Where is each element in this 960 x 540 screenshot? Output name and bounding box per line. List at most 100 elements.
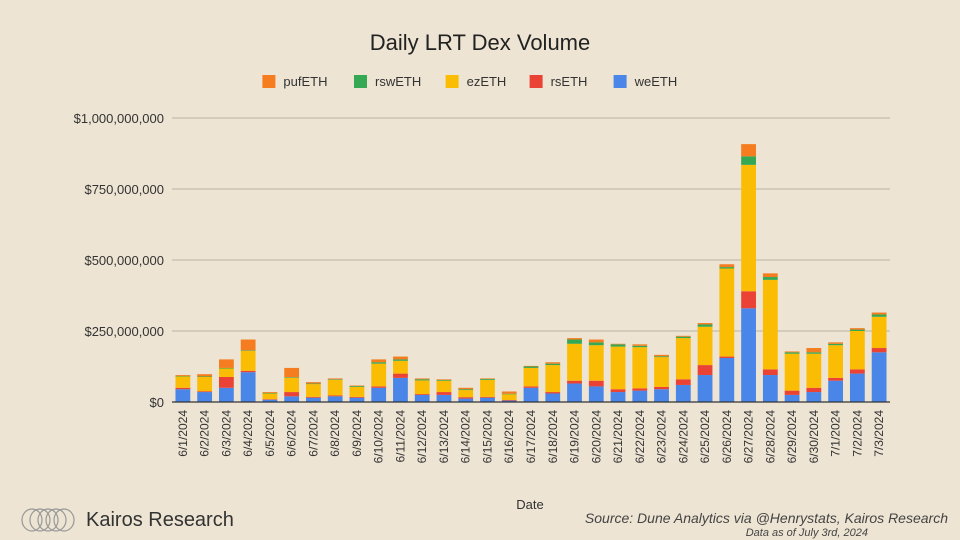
- bar-segment-rswETH: [393, 359, 408, 361]
- bar-segment-ezETH: [828, 345, 844, 378]
- bars: [175, 144, 887, 402]
- bar-segment-rswETH: [262, 392, 278, 394]
- bar-segment-rsETH: [849, 369, 865, 374]
- x-tick-label: 6/23/2024: [655, 410, 669, 464]
- bar-segment-rsETH: [414, 394, 430, 395]
- legend-label: weETH: [634, 74, 678, 89]
- bar-segment-rswETH: [762, 277, 778, 280]
- bar-segment-pufETH: [414, 378, 430, 380]
- bar-segment-weETH: [675, 384, 691, 402]
- bar-segment-weETH: [567, 383, 582, 402]
- bar-segment-rsETH: [240, 370, 256, 373]
- bar-segment-rswETH: [828, 343, 844, 346]
- x-tick-label: 6/17/2024: [524, 410, 538, 464]
- bar-segment-rsETH: [501, 400, 517, 401]
- bar-segment-pufETH: [349, 385, 365, 387]
- bar-segment-pufETH: [458, 387, 474, 390]
- x-tick-label: 6/28/2024: [763, 410, 777, 464]
- bar-segment-weETH: [784, 394, 800, 402]
- bar-segment-weETH: [654, 389, 669, 402]
- x-tick-label: 6/27/2024: [742, 410, 756, 464]
- x-tick-label: 6/24/2024: [676, 410, 690, 464]
- bar-segment-ezETH: [480, 379, 495, 397]
- bar-segment-pufETH: [849, 328, 865, 330]
- bar-segment-rsETH: [610, 389, 626, 393]
- bar-segment-rsETH: [480, 396, 495, 398]
- bar-segment-rsETH: [197, 391, 213, 393]
- bar-segment-rswETH: [697, 324, 713, 327]
- bar-segment-ezETH: [697, 326, 713, 366]
- bar-segment-rswETH: [414, 379, 430, 381]
- bar-segment-rswETH: [175, 375, 191, 377]
- x-tick-label: 7/2/2024: [850, 410, 864, 457]
- x-tick-label: 6/21/2024: [611, 410, 625, 464]
- bar-segment-weETH: [175, 389, 191, 402]
- x-tick-label: 6/15/2024: [480, 410, 494, 464]
- bar-segment-rswETH: [349, 386, 365, 387]
- bar-segment-rsETH: [632, 388, 648, 391]
- bar-segment-rswETH: [588, 342, 604, 346]
- bar-segment-ezETH: [719, 268, 735, 357]
- bar-segment-weETH: [871, 352, 887, 402]
- bar-segment-pufETH: [436, 379, 452, 380]
- bar-segment-pufETH: [588, 339, 604, 343]
- bar-segment-ezETH: [610, 346, 626, 390]
- bar-segment-rsETH: [871, 348, 887, 353]
- bar-segment-ezETH: [414, 380, 430, 395]
- bar-segment-rswETH: [741, 156, 756, 165]
- bar-segment-ezETH: [306, 384, 321, 397]
- bar-segment-ezETH: [762, 279, 778, 370]
- bar-segment-pufETH: [719, 264, 735, 268]
- x-tick-label: 6/13/2024: [437, 410, 451, 464]
- x-tick-label: 7/1/2024: [829, 410, 843, 457]
- bar-segment-rsETH: [806, 387, 822, 393]
- bar-segment-rswETH: [567, 339, 582, 344]
- bar-segment-pufETH: [632, 344, 648, 346]
- bar-segment-rswETH: [284, 377, 300, 378]
- bar-segment-weETH: [610, 392, 626, 402]
- bar-segment-ezETH: [741, 164, 756, 292]
- x-axis-label: Date: [516, 497, 543, 512]
- bar-segment-ezETH: [327, 379, 343, 396]
- bar-segment-rswETH: [545, 363, 561, 366]
- bar-segment-ezETH: [262, 393, 278, 400]
- chart-title: Daily LRT Dex Volume: [370, 30, 591, 55]
- bar-segment-pufETH: [654, 354, 669, 357]
- bar-segment-ezETH: [501, 394, 517, 401]
- x-tick-label: 6/5/2024: [263, 410, 277, 457]
- bar-segment-pufETH: [523, 365, 539, 367]
- x-tick-label: 6/16/2024: [502, 410, 516, 464]
- bar-segment-rswETH: [806, 352, 822, 354]
- bar-segment-ezETH: [871, 316, 887, 349]
- x-tick-label: 6/8/2024: [328, 410, 342, 457]
- bar-segment-weETH: [719, 357, 735, 402]
- bar-segment-rsETH: [523, 386, 539, 388]
- bar-segment-pufETH: [262, 392, 278, 393]
- bar-segment-pufETH: [175, 375, 191, 376]
- x-tick-label: 6/7/2024: [306, 410, 320, 457]
- bar-segment-pufETH: [393, 356, 408, 360]
- bar-segment-pufETH: [610, 343, 626, 345]
- bar-segment-weETH: [414, 394, 430, 402]
- bar-segment-weETH: [371, 387, 387, 402]
- bar-segment-rswETH: [871, 314, 887, 317]
- bar-segment-pufETH: [697, 323, 713, 325]
- bar-segment-ezETH: [371, 363, 387, 387]
- legend-label: ezETH: [467, 74, 507, 89]
- bar-segment-pufETH: [762, 273, 778, 278]
- bar-segment-rsETH: [654, 386, 669, 390]
- bar-segment-rswETH: [849, 329, 865, 331]
- bar-segment-rswETH: [436, 379, 452, 381]
- bar-segment-rsETH: [393, 373, 408, 378]
- brand: Kairos Research: [20, 507, 234, 533]
- bar-segment-rsETH: [349, 396, 365, 398]
- bar-segment-ezETH: [349, 386, 365, 397]
- bar-segment-weETH: [806, 392, 822, 402]
- y-axis-ticks: $0 $250,000,000 $500,000,000 $750,000,000 $1…: [74, 111, 164, 410]
- bar-segment-rsETH: [306, 396, 321, 398]
- legend-label: rsETH: [551, 74, 588, 89]
- bar-segment-rsETH: [284, 392, 300, 397]
- bar-segment-weETH: [480, 397, 495, 402]
- bar-segment-weETH: [632, 390, 648, 402]
- x-tick-label: 6/3/2024: [219, 410, 233, 457]
